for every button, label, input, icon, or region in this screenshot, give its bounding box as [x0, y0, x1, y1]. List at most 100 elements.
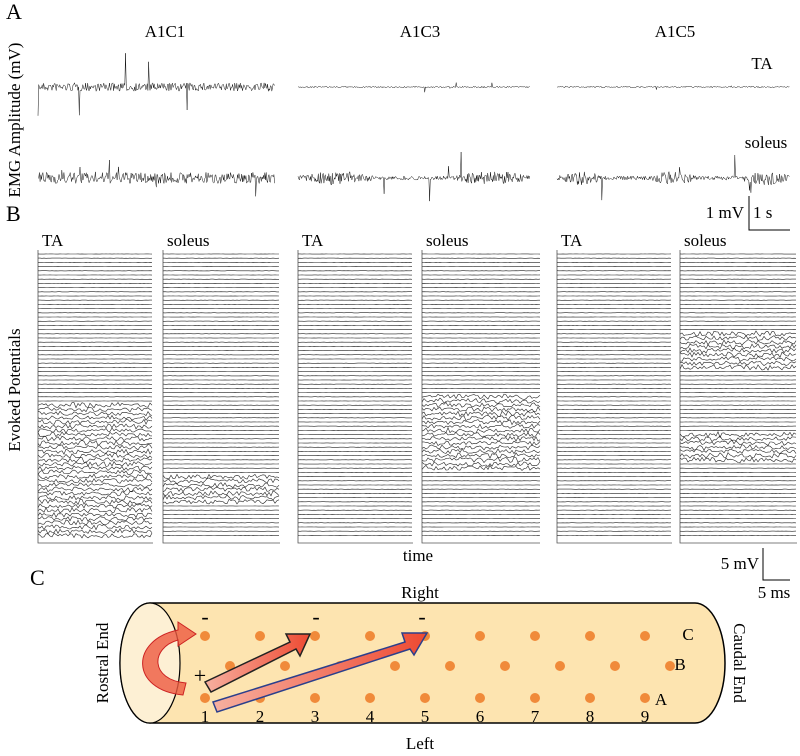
x-axis-label: time	[403, 546, 433, 565]
evoked-trace	[679, 339, 797, 346]
evoked-trace	[37, 495, 153, 501]
emg-trace	[297, 151, 530, 202]
evoked-trace	[679, 343, 797, 350]
scale-bar	[748, 196, 790, 231]
row-label: C	[682, 625, 693, 644]
evoked-trace	[421, 423, 541, 429]
evoked-trace	[679, 356, 797, 362]
electrode	[500, 661, 510, 671]
evoked-trace	[679, 363, 797, 371]
evoked-trace	[37, 506, 153, 514]
axis-frame	[37, 250, 153, 544]
column-label: TA	[561, 231, 583, 250]
evoked-trace	[162, 486, 280, 493]
evoked-trace	[37, 427, 153, 434]
evoked-trace	[421, 448, 541, 455]
evoked-trace	[162, 490, 280, 497]
scale-label: 1 mV	[706, 203, 745, 222]
electrode	[585, 693, 595, 703]
evoked-trace	[37, 515, 153, 522]
column-title: A1C5	[655, 22, 696, 41]
evoked-trace	[679, 351, 797, 359]
electrode	[420, 693, 430, 703]
evoked-trace	[37, 519, 153, 526]
evoked-trace	[679, 448, 797, 454]
evoked-trace	[421, 431, 541, 438]
evoked-trace	[37, 423, 153, 430]
axis-frame	[162, 250, 280, 544]
column-number: 3	[311, 707, 320, 726]
evoked-trace	[37, 406, 153, 413]
evoked-trace	[679, 330, 797, 337]
electrode	[475, 693, 485, 703]
y-axis-label: EMG Amplitude (mV)	[5, 43, 24, 198]
evoked-trace	[421, 414, 541, 422]
electrode	[390, 661, 400, 671]
electrode	[365, 631, 375, 641]
stimulation-arrows	[142, 621, 429, 713]
evoked-trace	[37, 486, 153, 493]
column-label: TA	[42, 231, 64, 250]
column-number: 9	[641, 707, 650, 726]
axis-frame	[556, 250, 672, 544]
evoked-trace	[421, 444, 541, 451]
cathode-sign: -	[418, 604, 425, 629]
cathode-sign: -	[312, 604, 319, 629]
evoked-trace	[421, 464, 541, 471]
evoked-trace	[162, 473, 280, 480]
axis-frame	[679, 250, 797, 544]
electrode	[530, 693, 540, 703]
evoked-trace	[37, 418, 153, 425]
row-label: B	[674, 655, 685, 674]
evoked-trace	[37, 503, 153, 509]
traces	[37, 53, 797, 544]
evoked-trace	[37, 490, 153, 497]
emg-trace	[556, 154, 790, 201]
cathode-sign: -	[201, 604, 208, 629]
end-label: Rostral End	[93, 622, 112, 703]
evoked-trace	[37, 435, 153, 442]
evoked-trace	[679, 435, 797, 443]
evoked-trace	[37, 528, 153, 535]
electrode	[365, 693, 375, 703]
axis-frame	[297, 250, 413, 544]
column-label: soleus	[167, 231, 210, 250]
evoked-trace	[421, 435, 541, 442]
evoked-trace	[37, 448, 153, 455]
evoked-trace	[421, 410, 541, 417]
evoked-trace	[679, 439, 797, 446]
column-numbers: 1 2 3 4 5 6 7 8 9	[201, 707, 650, 726]
evoked-trace	[37, 499, 153, 506]
evoked-trace	[37, 431, 153, 438]
electrode	[640, 693, 650, 703]
evoked-trace	[37, 465, 153, 472]
evoked-trace	[421, 440, 541, 447]
evoked-trace	[37, 414, 153, 421]
evoked-trace	[37, 401, 153, 409]
evoked-trace	[421, 393, 541, 400]
side-label: Left	[406, 734, 435, 753]
column-number: 7	[531, 707, 540, 726]
evoked-trace	[37, 444, 153, 451]
evoked-trace	[162, 477, 280, 485]
evoked-trace	[37, 460, 153, 467]
scale-label: 1 s	[753, 203, 772, 222]
column-label: soleus	[426, 231, 469, 250]
evoked-trace	[421, 456, 541, 463]
muscle-label: TA	[751, 54, 773, 73]
electrode	[610, 661, 620, 671]
electrode	[530, 631, 540, 641]
electrode	[200, 693, 210, 703]
evoked-trace	[679, 347, 797, 354]
evoked-trace	[679, 360, 797, 366]
evoked-trace	[421, 427, 541, 434]
anode-sign: +	[194, 663, 206, 688]
emg-trace	[37, 53, 275, 116]
side-label: Right	[401, 583, 439, 602]
column-label: TA	[302, 231, 324, 250]
evoked-trace	[37, 478, 153, 484]
emg-trace	[297, 82, 530, 93]
evoked-trace	[679, 431, 797, 439]
evoked-trace	[421, 397, 541, 405]
